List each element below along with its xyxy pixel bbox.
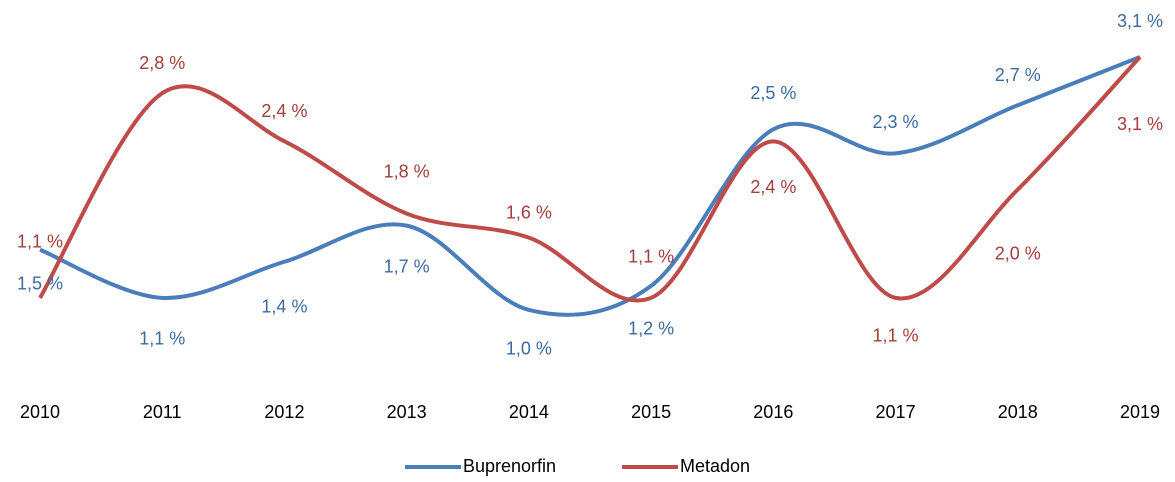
data-label: 1,0 % bbox=[506, 339, 552, 359]
x-tick-label: 2013 bbox=[387, 402, 427, 422]
x-tick-label: 2015 bbox=[631, 402, 671, 422]
x-tick-label: 2011 bbox=[143, 402, 182, 422]
data-label: 2,7 % bbox=[995, 65, 1041, 85]
data-label: 3,1 % bbox=[1117, 114, 1163, 134]
x-tick-label: 2012 bbox=[264, 402, 304, 422]
data-label: 2,4 % bbox=[750, 177, 796, 197]
data-label: 2,0 % bbox=[995, 243, 1041, 263]
data-label: 1,1 % bbox=[873, 326, 919, 346]
legend-label: Buprenorfin bbox=[463, 456, 556, 476]
data-label: 1,1 % bbox=[628, 247, 674, 267]
data-label: 1,7 % bbox=[384, 256, 430, 276]
data-label: 1,1 % bbox=[17, 232, 63, 252]
data-label: 1,4 % bbox=[261, 297, 307, 317]
x-tick-label: 2016 bbox=[753, 402, 793, 422]
data-label: 1,1 % bbox=[139, 329, 185, 349]
data-label: 2,8 % bbox=[139, 53, 185, 73]
x-tick-label: 2019 bbox=[1120, 402, 1160, 422]
x-tick-label: 2017 bbox=[876, 402, 916, 422]
data-label: 1,2 % bbox=[628, 319, 674, 339]
data-label: 1,6 % bbox=[506, 202, 552, 222]
data-label: 2,3 % bbox=[873, 112, 919, 132]
data-label: 2,4 % bbox=[261, 101, 307, 121]
series-line bbox=[39, 55, 1141, 317]
legend-label: Metadon bbox=[680, 456, 750, 476]
data-label: 3,1 % bbox=[1117, 11, 1163, 31]
series-line bbox=[38, 55, 1142, 303]
x-tick-label: 2018 bbox=[998, 402, 1038, 422]
data-label: 1,8 % bbox=[384, 161, 430, 181]
x-tick-label: 2010 bbox=[20, 402, 60, 422]
data-label: 2,5 % bbox=[750, 83, 796, 103]
x-tick-label: 2014 bbox=[509, 402, 549, 422]
data-label: 1,5 % bbox=[17, 273, 63, 293]
